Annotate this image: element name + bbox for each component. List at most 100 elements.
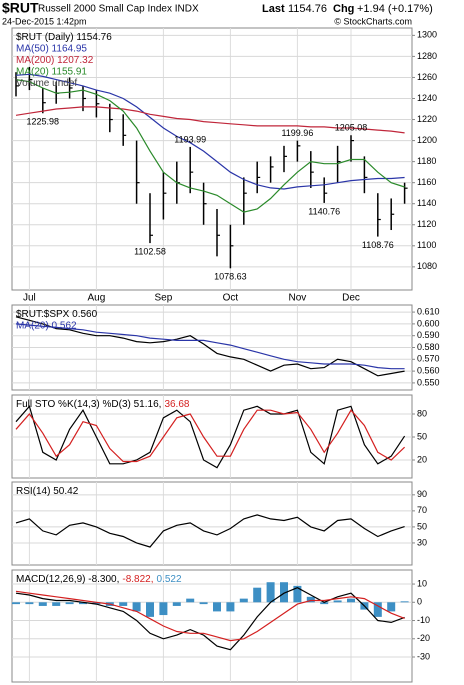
y-tick-label: 0.550 [417, 377, 440, 387]
legend-entry: MACD(12,26,9) -8.300, -8.822, 0.522 [16, 574, 182, 585]
y-tick-label: 0.610 [417, 306, 440, 316]
y-tick-label: 50 [417, 521, 427, 531]
indicator-line [15, 409, 406, 463]
legend-text: Full STO %K(14,3) %D(3) 51.16, [16, 399, 161, 410]
legend-text: RSI(14) 50.42 [16, 486, 79, 497]
y-tick-label: 10 [417, 578, 427, 588]
histogram-bar [92, 602, 101, 605]
low-annotation: 1108.76 [362, 240, 394, 250]
y-tick-label: 0.580 [417, 342, 440, 352]
y-tick-label: 1240 [417, 93, 437, 103]
legend-text: MA(200) 1207.32 [16, 55, 94, 66]
low-annotation: 1225.98 [27, 117, 60, 127]
legend-entry: MA(50) 1164.95 [16, 43, 87, 54]
histogram-bar [333, 600, 342, 603]
histogram-bar [347, 598, 355, 603]
panel-frame [11, 569, 413, 683]
x-tick-label: Sep [155, 293, 173, 304]
indicator-line [15, 316, 405, 377]
y-tick-label: 0.600 [417, 318, 440, 328]
y-tick-label: 1160 [417, 177, 436, 187]
histogram-bar [400, 601, 409, 603]
histogram-bar [320, 602, 329, 605]
panel-frame [11, 27, 413, 291]
y-tick-label: 1280 [417, 51, 437, 61]
y-tick-label: -30 [417, 651, 430, 661]
histogram-bar [280, 582, 288, 603]
histogram-bar [25, 602, 34, 605]
legend-entry: MA(20) 1155.91 [16, 66, 87, 77]
x-tick-label: Dec [342, 293, 360, 304]
high-annotation: 1193.99 [174, 134, 206, 144]
y-tick-label: -10 [417, 615, 430, 625]
low-annotation: 1140.76 [308, 206, 340, 216]
histogram-bar [186, 598, 195, 603]
legend-entry: RSI(14) 50.42 [16, 486, 79, 497]
credit: © StockCharts.com [334, 16, 412, 26]
high-annotation: 1205.08 [335, 123, 368, 133]
legend-text: 36.68 [164, 399, 189, 410]
histogram-bar [293, 585, 302, 603]
legend-entry: $RUT:$SPX 0.560 [16, 309, 98, 320]
histogram-bar [79, 602, 87, 605]
y-tick-label: 70 [417, 505, 427, 515]
legend-text: Volume undef [16, 78, 77, 89]
legend-text: $RUT (Daily) 1154.76 [16, 32, 112, 43]
histogram-bar [213, 602, 221, 612]
legend-entry: Full STO %K(14,3) %D(3) 51.16, 36.68 [16, 399, 190, 410]
x-tick-label: Jul [23, 293, 36, 304]
indicator-line [15, 514, 405, 548]
x-tick-label: Aug [88, 293, 106, 304]
date: 24-Dec-2015 1:42pm [2, 16, 87, 26]
y-tick-label: 0.590 [417, 330, 440, 340]
chg-value: +1.94 (+0.17%) [357, 3, 433, 15]
legend-text: MA(20) 1155.91 [16, 66, 87, 77]
y-tick-label: 1120 [417, 219, 436, 229]
y-tick-label: 0.560 [417, 365, 440, 375]
histogram-bar [52, 602, 61, 606]
y-tick-label: 20 [417, 454, 427, 464]
moving-average-line [15, 106, 405, 134]
indicator-line [15, 405, 406, 469]
y-tick-label: 90 [417, 489, 427, 499]
legend-entry: MA(200) 1207.32 [16, 55, 94, 66]
histogram-bar [266, 582, 275, 603]
histogram-bar [146, 602, 154, 617]
high-annotation: 1199.96 [281, 128, 313, 138]
y-tick-label: 1300 [417, 30, 437, 40]
legend-text: MA(50) 1164.95 [16, 43, 87, 54]
y-tick-label: 1180 [417, 156, 436, 166]
x-tick-label: Oct [223, 293, 239, 304]
low-annotation: 1078.63 [214, 272, 247, 282]
histogram-bar [119, 602, 128, 606]
y-tick-label: 80 [417, 408, 427, 418]
histogram-bar [159, 602, 168, 616]
histogram-bar [306, 596, 315, 603]
index-name: Russell 2000 Small Cap Index INDX [38, 4, 199, 15]
legend-text: MACD(12,26,9) -8.300, [16, 574, 119, 585]
legend-text: 0.522 [157, 574, 182, 585]
histogram-bar [253, 587, 262, 603]
histogram-bar [226, 602, 235, 612]
legend-text: -8.822, [122, 574, 153, 585]
low-annotation: 1102.58 [134, 246, 166, 256]
moving-average-line [15, 73, 405, 190]
y-tick-label: 0.570 [417, 354, 440, 364]
y-tick-label: 1140 [417, 198, 436, 208]
y-tick-label: 1260 [417, 72, 437, 82]
histogram-bar [387, 602, 396, 612]
y-tick-label: 0 [417, 597, 422, 607]
x-tick-label: Nov [289, 293, 307, 304]
last-value: 1154.76 [288, 3, 327, 15]
histogram-bar [65, 602, 74, 605]
indicator-line [15, 590, 405, 642]
histogram-bar [132, 602, 141, 612]
legend-entry: Volume undef [16, 78, 77, 89]
chg-label: Chg [333, 3, 354, 15]
y-tick-label: 1080 [417, 261, 437, 271]
y-tick-label: 30 [417, 537, 427, 547]
histogram-bar [373, 602, 382, 617]
moving-average-line [15, 79, 405, 213]
histogram-bar [38, 602, 47, 606]
